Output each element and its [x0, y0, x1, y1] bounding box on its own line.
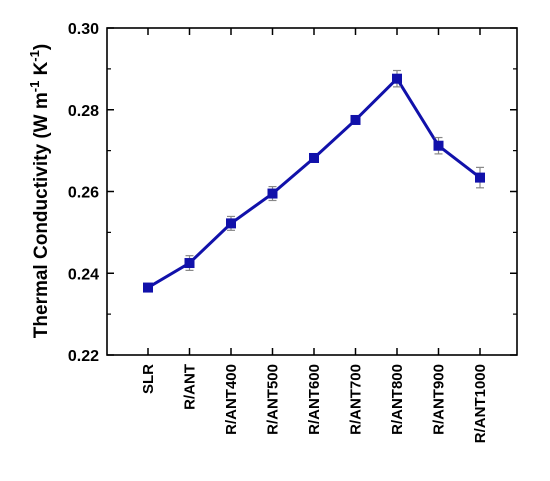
series-layer: [143, 69, 485, 293]
x-tick-label: R/ANT400: [223, 364, 240, 435]
data-point-marker: [475, 172, 485, 183]
x-tick-label: R/ANT700: [348, 364, 365, 435]
data-point-marker: [143, 282, 153, 293]
x-tick-label: R/ANT600: [306, 364, 323, 435]
data-point-marker: [392, 73, 402, 84]
x-tick-label: R/ANT500: [265, 364, 282, 435]
y-tick-label: 0.26: [68, 185, 99, 202]
x-tick-label: R/ANT900: [431, 364, 448, 435]
x-tick-label: R/ANT800: [389, 364, 406, 435]
plot-frame: [106, 27, 518, 356]
y-tick-label: 0.28: [68, 103, 99, 120]
data-point-marker: [267, 188, 278, 199]
x-tick-label: R/ANT: [182, 364, 199, 410]
y-tick-label: 0.30: [68, 21, 99, 38]
x-axis: SLR R/ANT R/ANT400 R/ANT500 R/ANT600 R/ANT700…: [140, 28, 489, 443]
y-axis-title: Thermal Conductivity (W m-1 K-1): [27, 44, 52, 338]
data-point-marker: [350, 114, 361, 125]
y-axis: 0.22 0.24 0.26 0.28 0.30: [68, 21, 517, 365]
data-point-marker: [226, 218, 236, 229]
y-tick-label: 0.24: [68, 266, 99, 283]
series-line: [147, 76, 481, 289]
data-point-marker: [433, 140, 444, 151]
data-point-marker: [184, 258, 195, 269]
y-tick-label: 0.22: [68, 348, 99, 365]
x-tick-label: R/ANT1000: [472, 364, 489, 443]
x-tick-label: SLR: [140, 364, 157, 394]
data-point-marker: [309, 152, 319, 163]
